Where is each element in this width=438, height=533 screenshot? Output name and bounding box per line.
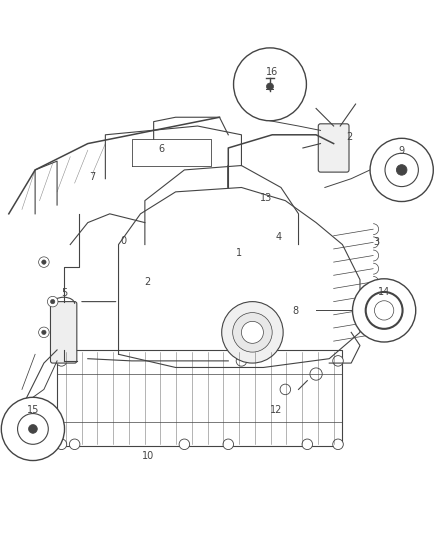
Text: 2: 2 (144, 277, 150, 287)
Circle shape (384, 154, 417, 187)
Text: 3: 3 (372, 237, 378, 247)
Circle shape (279, 384, 290, 395)
Text: 13: 13 (259, 193, 271, 204)
Text: 10: 10 (141, 451, 154, 461)
Text: 16: 16 (265, 68, 278, 77)
Circle shape (56, 439, 67, 449)
Circle shape (69, 439, 80, 449)
Circle shape (1, 397, 64, 461)
Circle shape (309, 368, 321, 380)
Circle shape (365, 292, 402, 329)
Text: 1: 1 (236, 248, 242, 259)
Text: 0: 0 (120, 236, 127, 246)
Circle shape (332, 356, 343, 366)
Circle shape (18, 414, 48, 445)
Circle shape (374, 301, 393, 320)
Text: 7: 7 (89, 172, 95, 182)
Circle shape (42, 260, 46, 264)
Text: 14: 14 (377, 287, 389, 296)
Circle shape (223, 439, 233, 449)
Circle shape (39, 327, 49, 337)
Circle shape (236, 356, 246, 366)
Circle shape (301, 439, 312, 449)
Text: 15: 15 (27, 406, 39, 416)
Circle shape (369, 138, 432, 201)
Circle shape (233, 48, 306, 121)
Circle shape (221, 302, 283, 363)
Circle shape (266, 83, 273, 90)
Text: 6: 6 (158, 144, 164, 154)
Text: 4: 4 (275, 232, 281, 241)
Circle shape (232, 312, 272, 352)
Text: 2: 2 (345, 132, 351, 142)
Text: 12: 12 (270, 405, 282, 415)
Circle shape (28, 425, 37, 433)
Text: 8: 8 (291, 306, 297, 316)
Circle shape (47, 296, 58, 307)
Circle shape (396, 165, 406, 175)
Circle shape (352, 279, 415, 342)
Circle shape (332, 439, 343, 449)
Circle shape (241, 321, 263, 343)
FancyBboxPatch shape (50, 302, 77, 363)
Circle shape (179, 439, 189, 449)
Circle shape (39, 257, 49, 268)
Circle shape (56, 356, 67, 366)
FancyBboxPatch shape (318, 124, 348, 172)
Circle shape (50, 300, 55, 304)
Text: 5: 5 (61, 288, 67, 298)
Text: 9: 9 (398, 147, 404, 157)
Circle shape (42, 330, 46, 335)
